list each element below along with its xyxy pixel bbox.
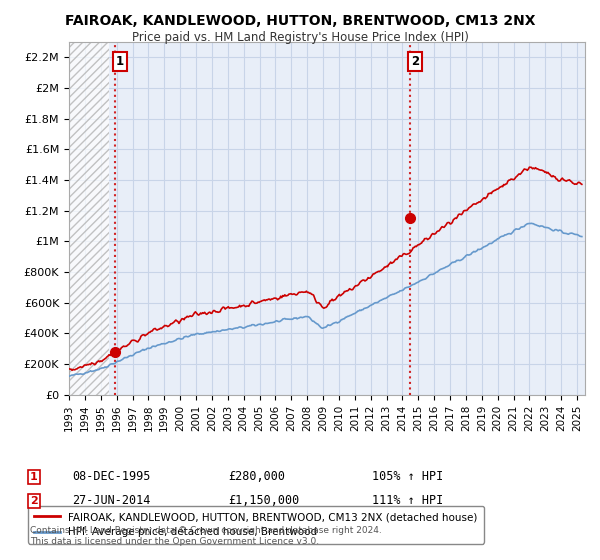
Text: FAIROAK, KANDLEWOOD, HUTTON, BRENTWOOD, CM13 2NX: FAIROAK, KANDLEWOOD, HUTTON, BRENTWOOD, … — [65, 14, 535, 28]
Text: Price paid vs. HM Land Registry's House Price Index (HPI): Price paid vs. HM Land Registry's House … — [131, 31, 469, 44]
Text: 27-JUN-2014: 27-JUN-2014 — [72, 493, 151, 507]
Text: £1,150,000: £1,150,000 — [228, 493, 299, 507]
Text: 111% ↑ HPI: 111% ↑ HPI — [372, 493, 443, 507]
Text: 1: 1 — [30, 472, 38, 482]
Text: 1: 1 — [116, 55, 124, 68]
Text: 2: 2 — [411, 55, 419, 68]
Text: Contains HM Land Registry data © Crown copyright and database right 2024.
This d: Contains HM Land Registry data © Crown c… — [30, 526, 382, 546]
Text: 105% ↑ HPI: 105% ↑ HPI — [372, 469, 443, 483]
Legend: FAIROAK, KANDLEWOOD, HUTTON, BRENTWOOD, CM13 2NX (detached house), HPI: Average : FAIROAK, KANDLEWOOD, HUTTON, BRENTWOOD, … — [28, 506, 484, 544]
Text: £280,000: £280,000 — [228, 469, 285, 483]
Text: 2: 2 — [30, 496, 38, 506]
Text: 08-DEC-1995: 08-DEC-1995 — [72, 469, 151, 483]
